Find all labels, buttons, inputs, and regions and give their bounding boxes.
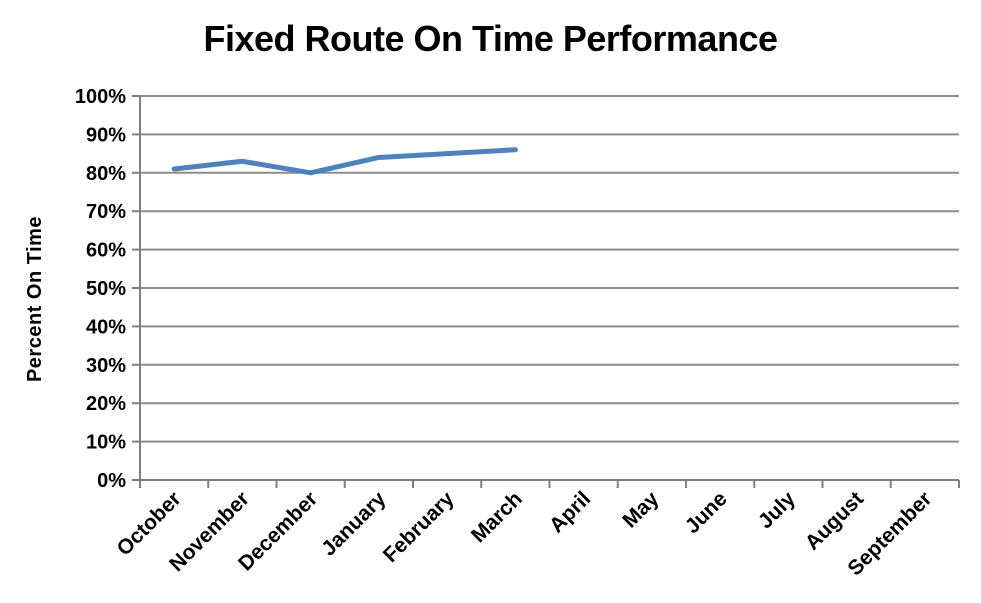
x-tick-label: August <box>801 487 868 554</box>
y-tick-label: 90% <box>86 124 126 146</box>
chart-title: Fixed Route On Time Performance <box>203 18 778 59</box>
y-tick-label: 0% <box>97 470 126 492</box>
x-tick-label: June <box>681 487 732 538</box>
y-tick-label: 100% <box>75 86 126 108</box>
y-tick-label: 20% <box>86 393 126 415</box>
x-tick-label: February <box>379 487 459 567</box>
data-line <box>171 147 518 176</box>
y-axis-title: Percent On Time <box>24 216 46 382</box>
y-tick-label: 50% <box>86 278 126 300</box>
x-tick-label: March <box>467 487 527 547</box>
y-tick-label: 40% <box>86 316 126 338</box>
y-tick-label: 60% <box>86 240 126 262</box>
y-tick-label: 30% <box>86 355 126 377</box>
x-tick-label: July <box>754 487 800 533</box>
y-tick-label: 10% <box>86 432 126 454</box>
y-tick-label: 70% <box>86 201 126 223</box>
x-tick-label: May <box>618 487 663 532</box>
x-tick-label: April <box>545 487 595 537</box>
y-tick-label: 80% <box>86 163 126 185</box>
